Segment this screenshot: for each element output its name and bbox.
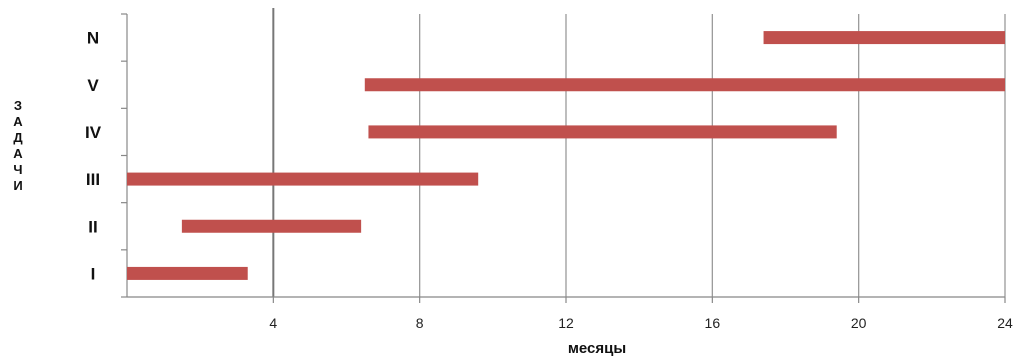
x-axis-title: месяцы [568, 340, 626, 357]
axis-layer [121, 13, 1006, 303]
x-tick-label-8: 8 [416, 315, 424, 331]
y-axis-title-letter: А [13, 114, 23, 129]
y-tick-label-III: III [86, 170, 100, 189]
bar-III [127, 172, 479, 186]
bar-II [181, 219, 362, 233]
y-axis-title-letter: А [13, 146, 23, 161]
x-tick-label-20: 20 [851, 315, 867, 331]
y-tick-label-V: V [87, 76, 99, 95]
y-axis-title-letter: Ч [13, 162, 22, 177]
grid-layer [272, 8, 1006, 297]
bar-layer [127, 31, 1006, 280]
x-tick-label-12: 12 [558, 315, 574, 331]
y-axis-title-letter: И [13, 178, 22, 193]
y-tick-label-I: I [91, 264, 96, 283]
x-tick-label-4: 4 [269, 315, 277, 331]
y-tick-label-N: N [87, 29, 99, 48]
y-axis-title-letter: Д [13, 130, 23, 145]
y-tick-label-II: II [88, 217, 97, 236]
bar-N [763, 31, 1005, 45]
y-tick-label-IV: IV [85, 123, 102, 142]
x-tick-label-16: 16 [705, 315, 721, 331]
bar-IV [368, 125, 837, 139]
bar-V [364, 78, 1006, 92]
y-axis-title-letter: З [14, 98, 22, 113]
bar-I [127, 266, 248, 280]
x-tick-label-24: 24 [997, 315, 1013, 331]
